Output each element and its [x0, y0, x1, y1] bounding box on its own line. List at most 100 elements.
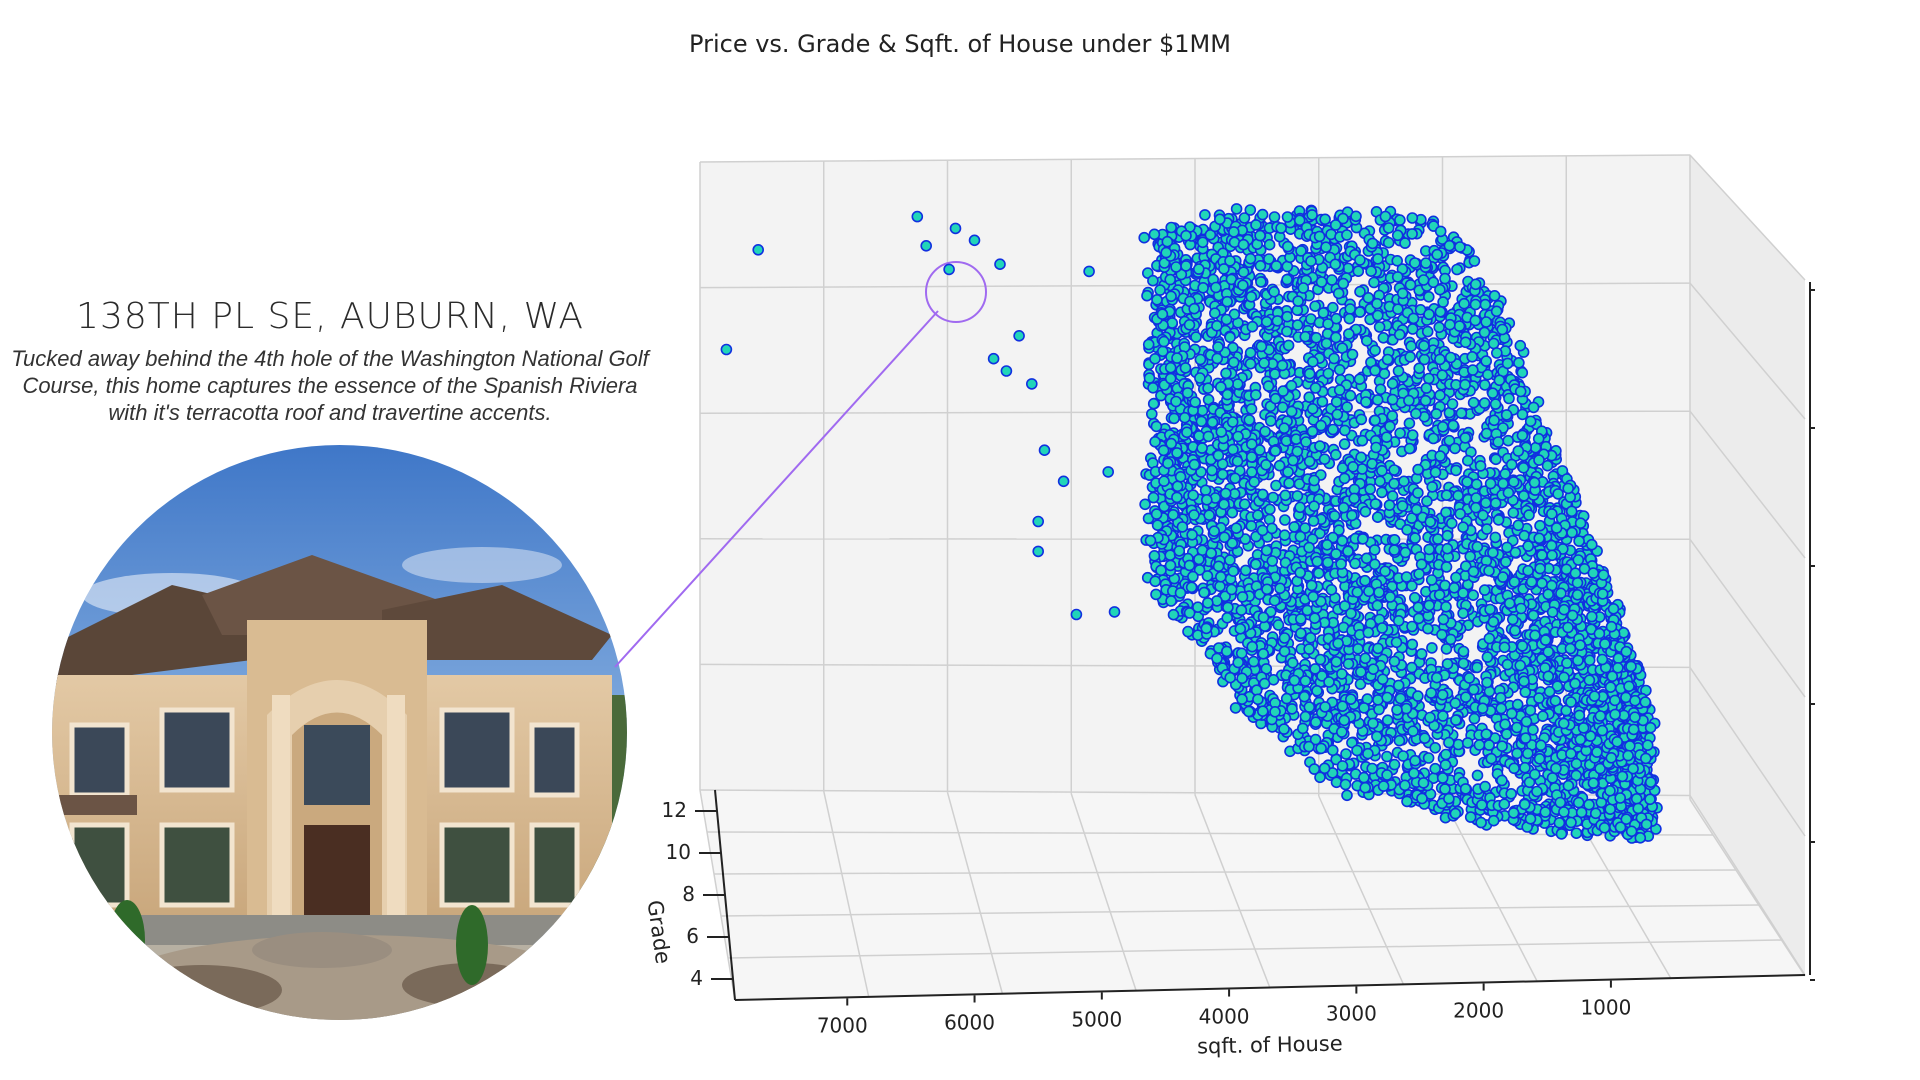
scatter-point — [1149, 435, 1161, 448]
scatter-point — [1586, 538, 1598, 551]
scatter-point — [1283, 477, 1295, 490]
floor-pane — [700, 790, 1805, 1000]
scatter-point — [1250, 389, 1262, 401]
scatter-point — [1250, 558, 1262, 571]
scatter-point — [1266, 522, 1278, 535]
scatter-point — [1154, 284, 1166, 296]
scatter-point — [1212, 341, 1224, 353]
scatter-point — [1377, 331, 1390, 344]
scatter-point — [1546, 772, 1559, 784]
scatter-point — [1320, 241, 1332, 253]
scatter-point — [1489, 531, 1502, 544]
scatter-point — [1441, 542, 1454, 555]
scatter-point — [1511, 747, 1523, 760]
scatter-point — [1516, 408, 1529, 421]
scatter-point — [1269, 705, 1281, 718]
scatter-point — [1524, 415, 1537, 428]
scatter-point — [1333, 384, 1346, 396]
scatter-point — [1236, 693, 1248, 706]
scatter-point — [1247, 655, 1260, 668]
scatter-point — [1340, 748, 1352, 760]
scatter-point — [1409, 754, 1421, 767]
scatter-point — [1218, 498, 1230, 511]
scatter-point — [1462, 454, 1474, 467]
scatter-point — [1229, 702, 1242, 714]
scatter-point — [1404, 351, 1416, 363]
scatter-point — [1644, 776, 1657, 789]
sqft-axis-line — [734, 974, 1806, 1001]
scatter-point — [1306, 425, 1319, 438]
side-pane — [1690, 155, 1805, 975]
scatter-point — [1443, 736, 1455, 749]
scatter-point — [1288, 521, 1300, 533]
scatter-point — [1471, 769, 1484, 782]
scatter-point — [1459, 336, 1472, 349]
scatter-point — [1394, 214, 1406, 226]
scatter-point — [1164, 361, 1177, 374]
scatter-point — [1185, 581, 1198, 594]
scatter-point — [1308, 763, 1321, 775]
scatter-point — [1194, 372, 1206, 384]
scatter-point — [1306, 209, 1318, 221]
scatter-point — [1519, 686, 1532, 698]
scatter-point — [1529, 629, 1541, 642]
scatter-point — [1210, 281, 1222, 294]
scatter-point — [1467, 565, 1480, 578]
scatter-point — [1315, 276, 1328, 288]
scatter-point — [1227, 356, 1240, 369]
scatter-point — [1361, 334, 1373, 347]
scatter-point — [1449, 807, 1462, 820]
scatter-point — [1230, 203, 1243, 215]
scatter-point — [1533, 692, 1545, 704]
scatter-point — [1511, 721, 1523, 734]
scatter-point — [1294, 501, 1306, 514]
scatter-point — [1399, 546, 1412, 559]
scatter-point — [1174, 587, 1187, 599]
scatter-point — [1644, 793, 1656, 806]
scatter-point — [1330, 448, 1342, 461]
scatter-point — [1243, 414, 1256, 426]
scatter-point — [1167, 508, 1179, 521]
listing-address: 138TH PL SE, AUBURN, WA — [76, 296, 584, 337]
scatter-point — [1388, 477, 1400, 490]
scatter-point — [1558, 806, 1570, 818]
scatter-point — [1307, 515, 1320, 527]
scatter-point — [1147, 381, 1159, 394]
scatter-point — [1507, 807, 1520, 819]
scatter-point — [1237, 238, 1250, 251]
scatter-point — [1486, 387, 1499, 400]
scatter-point — [1597, 569, 1610, 581]
scatter-point — [1281, 325, 1293, 338]
scatter-point — [1235, 604, 1248, 617]
scatter-point — [1333, 363, 1346, 376]
scatter-point — [1470, 492, 1482, 504]
scatter-point — [1574, 639, 1586, 652]
scatter-point — [1150, 420, 1163, 433]
scatter-point — [1321, 538, 1333, 551]
scatter-point — [1403, 417, 1416, 430]
scatter-point — [1364, 483, 1376, 496]
scatter-point — [1367, 717, 1379, 730]
scatter-point — [1393, 328, 1406, 341]
scatter-point — [1260, 458, 1272, 471]
gridline-floor — [713, 869, 1737, 875]
scatter-point — [1285, 379, 1298, 392]
scatter-point — [1524, 812, 1537, 825]
scatter-point — [1209, 307, 1221, 320]
scatter-point — [1376, 464, 1388, 477]
scatter-point — [1596, 724, 1609, 737]
scatter-point — [1179, 362, 1192, 374]
scatter-point — [1450, 571, 1462, 584]
scatter-point — [1485, 752, 1498, 765]
scatter-point — [1382, 236, 1395, 249]
scatter-point — [1469, 314, 1482, 327]
scatter-point — [1260, 315, 1273, 328]
scatter-point — [1338, 472, 1351, 485]
scatter-point — [1282, 466, 1294, 478]
scatter-point — [1200, 622, 1213, 635]
scatter-point — [1634, 831, 1647, 844]
scatter-point — [1381, 714, 1394, 727]
scatter-point — [1300, 436, 1312, 448]
scatter-point — [1516, 640, 1529, 652]
scatter-point — [1303, 541, 1315, 554]
